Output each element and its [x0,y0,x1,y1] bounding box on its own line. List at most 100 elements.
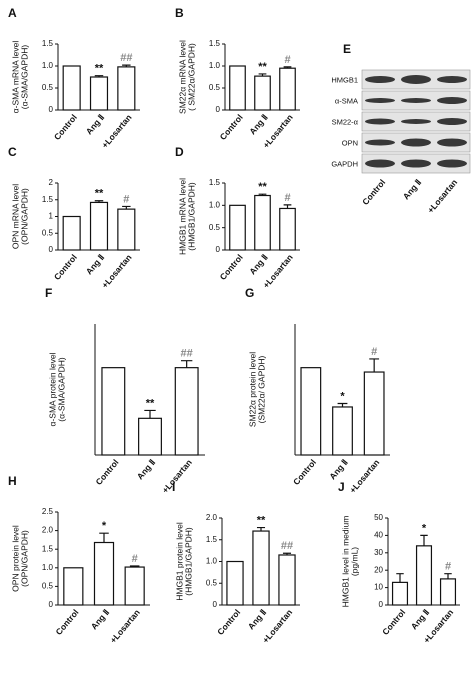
y-axis-label: (HMGB1/GAPDH) [183,527,193,596]
y-tick-label: 20 [374,565,383,574]
bar [174,367,199,456]
panel-label: J [338,480,345,494]
significance-mark: # [445,561,451,573]
y-axis-label: (HMGB1/GAPDH) [186,182,196,251]
significance-mark: ## [281,540,293,552]
panel-label: H [8,474,17,488]
x-tick-label: Control [215,607,242,637]
y-tick-label: 0.5 [206,578,218,587]
y-tick-label: 0 [49,105,54,114]
y-tick-label: 50 [374,513,383,522]
bar [391,581,409,606]
error-bar [258,193,267,196]
blot-band [365,98,395,103]
x-tick-label: Ang Ⅱ [84,252,106,276]
y-tick-label: 1.0 [206,557,218,566]
y-axis-label: OPN protein level [10,525,20,592]
bar [229,65,246,111]
y-axis-label: α-SMA mRNA level [10,41,20,114]
error-bar [282,552,292,555]
blot-band [401,138,431,147]
blot-band [365,139,395,146]
error-bar [94,75,104,77]
bar [254,75,271,111]
error-bar [396,573,404,583]
panel-label: G [245,286,254,300]
y-axis-label: HMGB1 protein level [174,522,184,601]
bar [62,65,81,111]
y-axis-label: (α-SMA/GAPDH) [56,357,66,422]
bar [300,367,322,456]
y-tick-label: 1 [49,212,54,221]
bar [252,530,270,606]
x-tick-label: +Losartan [160,457,194,495]
x-tick-label: Control [291,457,318,487]
y-tick-label: 0.5 [209,83,221,92]
bar [279,207,296,251]
y-tick-label: 2.0 [206,513,218,522]
y-axis-label: α-SMA protein level [47,352,57,426]
bar [415,545,433,606]
blot-band [437,138,467,147]
x-tick-label: +Losartan [347,457,381,495]
blot-band [401,119,431,124]
y-axis-label: HMGB1 mRNA level [177,178,187,255]
significance-mark: ## [120,52,132,64]
y-tick-label: 1.5 [209,39,221,48]
x-tick-label: Control [54,607,81,637]
error-bar [420,534,428,546]
blot-band [437,97,467,104]
error-bar [180,360,193,368]
y-axis-label: SM22α mRNA level [177,40,187,114]
panel-label: E [343,42,351,56]
y-axis-label: (pg/mL) [349,547,359,576]
error-bar [369,358,380,373]
y-tick-label: 0 [216,105,221,114]
bar [89,201,109,251]
bar [229,204,246,251]
error-bar [122,64,131,67]
y-tick-label: 2 [49,178,54,187]
blot-row-label: SM22-α [332,117,359,126]
blot-row-label: OPN [342,138,358,147]
error-bar [444,573,452,579]
panel-label: D [175,145,184,159]
significance-mark: ** [146,397,155,409]
x-tick-label: Control [380,607,407,637]
error-bar [283,66,292,69]
y-tick-label: 0 [49,245,54,254]
significance-mark: # [132,553,138,565]
bar [439,578,457,606]
y-tick-label: 1.0 [42,61,54,70]
x-tick-label: Control [52,252,79,282]
bar [278,554,296,606]
y-tick-label: 0.5 [42,83,54,92]
y-axis-label: ( SM22α/GAPDH) [186,43,196,111]
bar [332,406,353,456]
bar [279,67,296,111]
y-tick-label: 1.5 [209,178,221,187]
blot-band [365,76,395,83]
y-tick-label: 1.0 [209,61,221,70]
error-bar [337,402,348,407]
error-bar [258,73,267,77]
x-tick-label: Ang Ⅱ [246,607,268,631]
y-tick-label: 1.0 [209,200,221,209]
y-tick-label: 30 [374,548,383,557]
error-bar [99,532,109,543]
bar [93,541,115,606]
x-tick-label: Ang Ⅱ [409,607,431,631]
blot-band [401,159,431,168]
significance-mark: * [422,522,427,534]
x-tick-label: Control [218,112,245,142]
significance-mark: ** [95,63,104,75]
blot-band [401,75,431,84]
error-bar [122,205,131,210]
y-tick-label: 10 [374,583,383,592]
blot-band [401,98,431,103]
error-bar [129,565,140,568]
x-tick-label: Ang Ⅱ [84,112,106,136]
y-tick-label: 0.5 [42,582,54,591]
bar [226,560,244,606]
